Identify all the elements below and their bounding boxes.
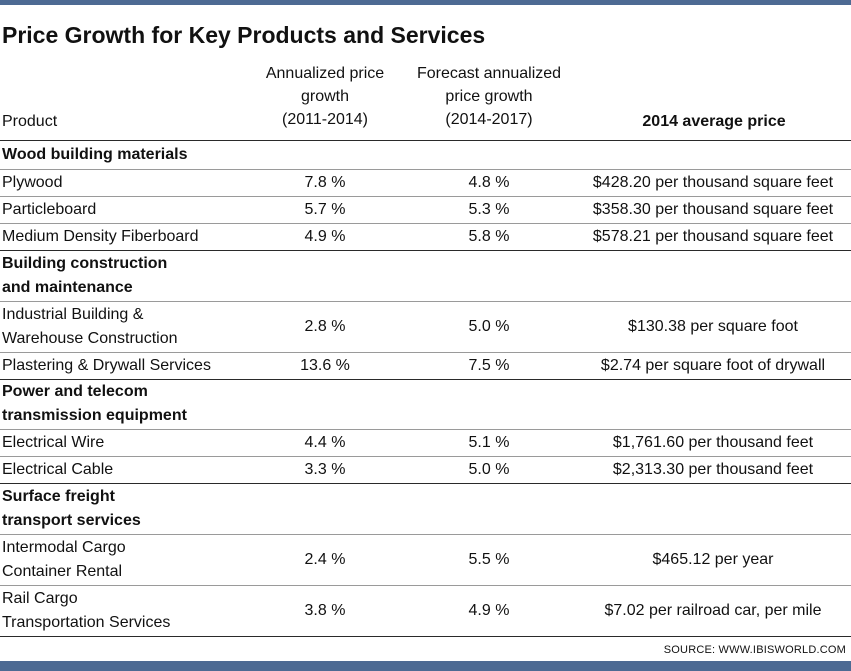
table-row-particleboard: Particleboard 5.7 % 5.3 % $358.30 per th… bbox=[0, 196, 851, 223]
category-name-line2: transport services bbox=[2, 512, 141, 529]
category-name-line2: transmission equipment bbox=[2, 407, 187, 424]
cell-forecast: 5.3 % bbox=[468, 200, 510, 218]
source-credit: SOURCE: WWW.IBISWORLD.COM bbox=[663, 644, 846, 656]
top-accent-bar bbox=[0, 0, 851, 5]
cell-product: Plywood bbox=[2, 173, 63, 191]
cell-product: Plastering & Drywall Services bbox=[2, 356, 211, 374]
table-row-electrical-cable: Electrical Cable 3.3 % 5.0 % $2,313.30 p… bbox=[0, 456, 851, 483]
category-wood-building-materials: Wood building materials bbox=[2, 146, 188, 163]
header-divider bbox=[0, 140, 851, 141]
cell-annualized: 2.8 % bbox=[304, 317, 346, 335]
cell-product-line2: Transportation Services bbox=[2, 613, 171, 631]
cell-annualized: 3.8 % bbox=[304, 601, 346, 619]
cell-product-line2: Warehouse Construction bbox=[2, 329, 178, 347]
cell-annualized: 7.8 % bbox=[304, 173, 346, 191]
row-divider bbox=[0, 429, 851, 430]
category-surface-freight: Surface freight transport services bbox=[2, 485, 141, 533]
category-divider bbox=[0, 379, 851, 380]
category-power-telecom: Power and telecom transmission equipment bbox=[2, 380, 187, 428]
cell-forecast: 5.8 % bbox=[468, 227, 510, 245]
bottom-accent-bar bbox=[0, 661, 851, 671]
cell-forecast: 5.0 % bbox=[468, 460, 510, 478]
category-building-construction: Building construction and maintenance bbox=[2, 252, 167, 300]
row-divider bbox=[0, 456, 851, 457]
cell-product: Particleboard bbox=[2, 200, 97, 218]
cell-annualized: 5.7 % bbox=[304, 200, 346, 218]
row-divider bbox=[0, 534, 851, 535]
table-bottom-divider bbox=[0, 636, 851, 637]
row-divider bbox=[0, 169, 851, 170]
row-divider bbox=[0, 585, 851, 586]
header-forecast-line3: (2014-2017) bbox=[445, 111, 533, 128]
header-annualized-line3: (2011-2014) bbox=[282, 111, 368, 128]
cell-forecast: 5.1 % bbox=[468, 433, 510, 451]
row-divider bbox=[0, 196, 851, 197]
row-divider bbox=[0, 352, 851, 353]
table-row-rail-cargo: Rail Cargo Transportation Services 3.8 %… bbox=[0, 585, 851, 636]
header-product: Product bbox=[2, 113, 58, 130]
header-annualized-growth: Annualized price growth (2011-2014) bbox=[250, 62, 400, 131]
category-name-line1: Power and telecom bbox=[2, 383, 148, 400]
cell-forecast: 5.5 % bbox=[468, 550, 510, 568]
cell-forecast: 7.5 % bbox=[468, 356, 510, 374]
cell-forecast: 4.8 % bbox=[468, 173, 510, 191]
cell-product-line1: Rail Cargo bbox=[2, 589, 78, 607]
cell-forecast: 4.9 % bbox=[468, 601, 510, 619]
cell-product: Rail Cargo Transportation Services bbox=[2, 585, 252, 636]
category-divider bbox=[0, 250, 851, 251]
header-forecast-growth: Forecast annualized price growth (2014-2… bbox=[400, 62, 578, 131]
category-name-line1: Surface freight bbox=[2, 488, 115, 505]
table-row-industrial-building: Industrial Building & Warehouse Construc… bbox=[0, 301, 851, 352]
page-title: Price Growth for Key Products and Servic… bbox=[2, 22, 486, 48]
cell-annualized: 2.4 % bbox=[304, 550, 346, 568]
header-annualized-line2: growth bbox=[300, 88, 350, 105]
cell-annualized: 4.4 % bbox=[304, 433, 346, 451]
header-average-price: 2014 average price bbox=[642, 113, 786, 130]
cell-product: Electrical Wire bbox=[2, 433, 105, 451]
row-divider bbox=[0, 301, 851, 302]
cell-price: $7.02 per railroad car, per mile bbox=[604, 601, 822, 619]
row-divider bbox=[0, 223, 851, 224]
category-name-line1: Building construction bbox=[2, 255, 168, 272]
header-annualized-line1: Annualized price bbox=[265, 65, 385, 82]
table-row-electrical-wire: Electrical Wire 4.4 % 5.1 % $1,761.60 pe… bbox=[0, 429, 851, 456]
cell-product: Industrial Building & Warehouse Construc… bbox=[2, 301, 252, 352]
table-row-plywood: Plywood 7.8 % 4.8 % $428.20 per thousand… bbox=[0, 169, 851, 196]
cell-product-line2: Container Rental bbox=[2, 562, 123, 580]
cell-price: $1,761.60 per thousand feet bbox=[612, 433, 814, 451]
header-forecast-line1: Forecast annualized bbox=[416, 65, 562, 82]
cell-price: $130.38 per square foot bbox=[628, 317, 798, 335]
cell-annualized: 4.9 % bbox=[304, 227, 346, 245]
cell-annualized: 13.6 % bbox=[300, 356, 350, 374]
cell-product: Electrical Cable bbox=[2, 460, 114, 478]
cell-product: Intermodal Cargo Container Rental bbox=[2, 534, 252, 585]
cell-price: $428.20 per thousand square feet bbox=[592, 173, 834, 191]
table-row-medium-density-fiberboard: Medium Density Fiberboard 4.9 % 5.8 % $5… bbox=[0, 223, 851, 250]
category-divider bbox=[0, 483, 851, 484]
cell-price: $465.12 per year bbox=[652, 550, 774, 568]
cell-price: $358.30 per thousand square feet bbox=[592, 200, 834, 218]
cell-forecast: 5.0 % bbox=[468, 317, 510, 335]
table-row-intermodal-cargo: Intermodal Cargo Container Rental 2.4 % … bbox=[0, 534, 851, 585]
cell-annualized: 3.3 % bbox=[304, 460, 346, 478]
category-name-line2: and maintenance bbox=[2, 279, 133, 296]
cell-product-line1: Intermodal Cargo bbox=[2, 538, 126, 556]
table-row-plastering-drywall: Plastering & Drywall Services 13.6 % 7.5… bbox=[0, 352, 851, 379]
cell-product: Medium Density Fiberboard bbox=[2, 227, 199, 245]
cell-price: $2.74 per square foot of drywall bbox=[600, 356, 826, 374]
cell-price: $2,313.30 per thousand feet bbox=[612, 460, 814, 478]
cell-price: $578.21 per thousand square feet bbox=[592, 227, 834, 245]
header-forecast-line2: price growth bbox=[445, 88, 533, 105]
cell-product-line1: Industrial Building & bbox=[2, 305, 144, 323]
